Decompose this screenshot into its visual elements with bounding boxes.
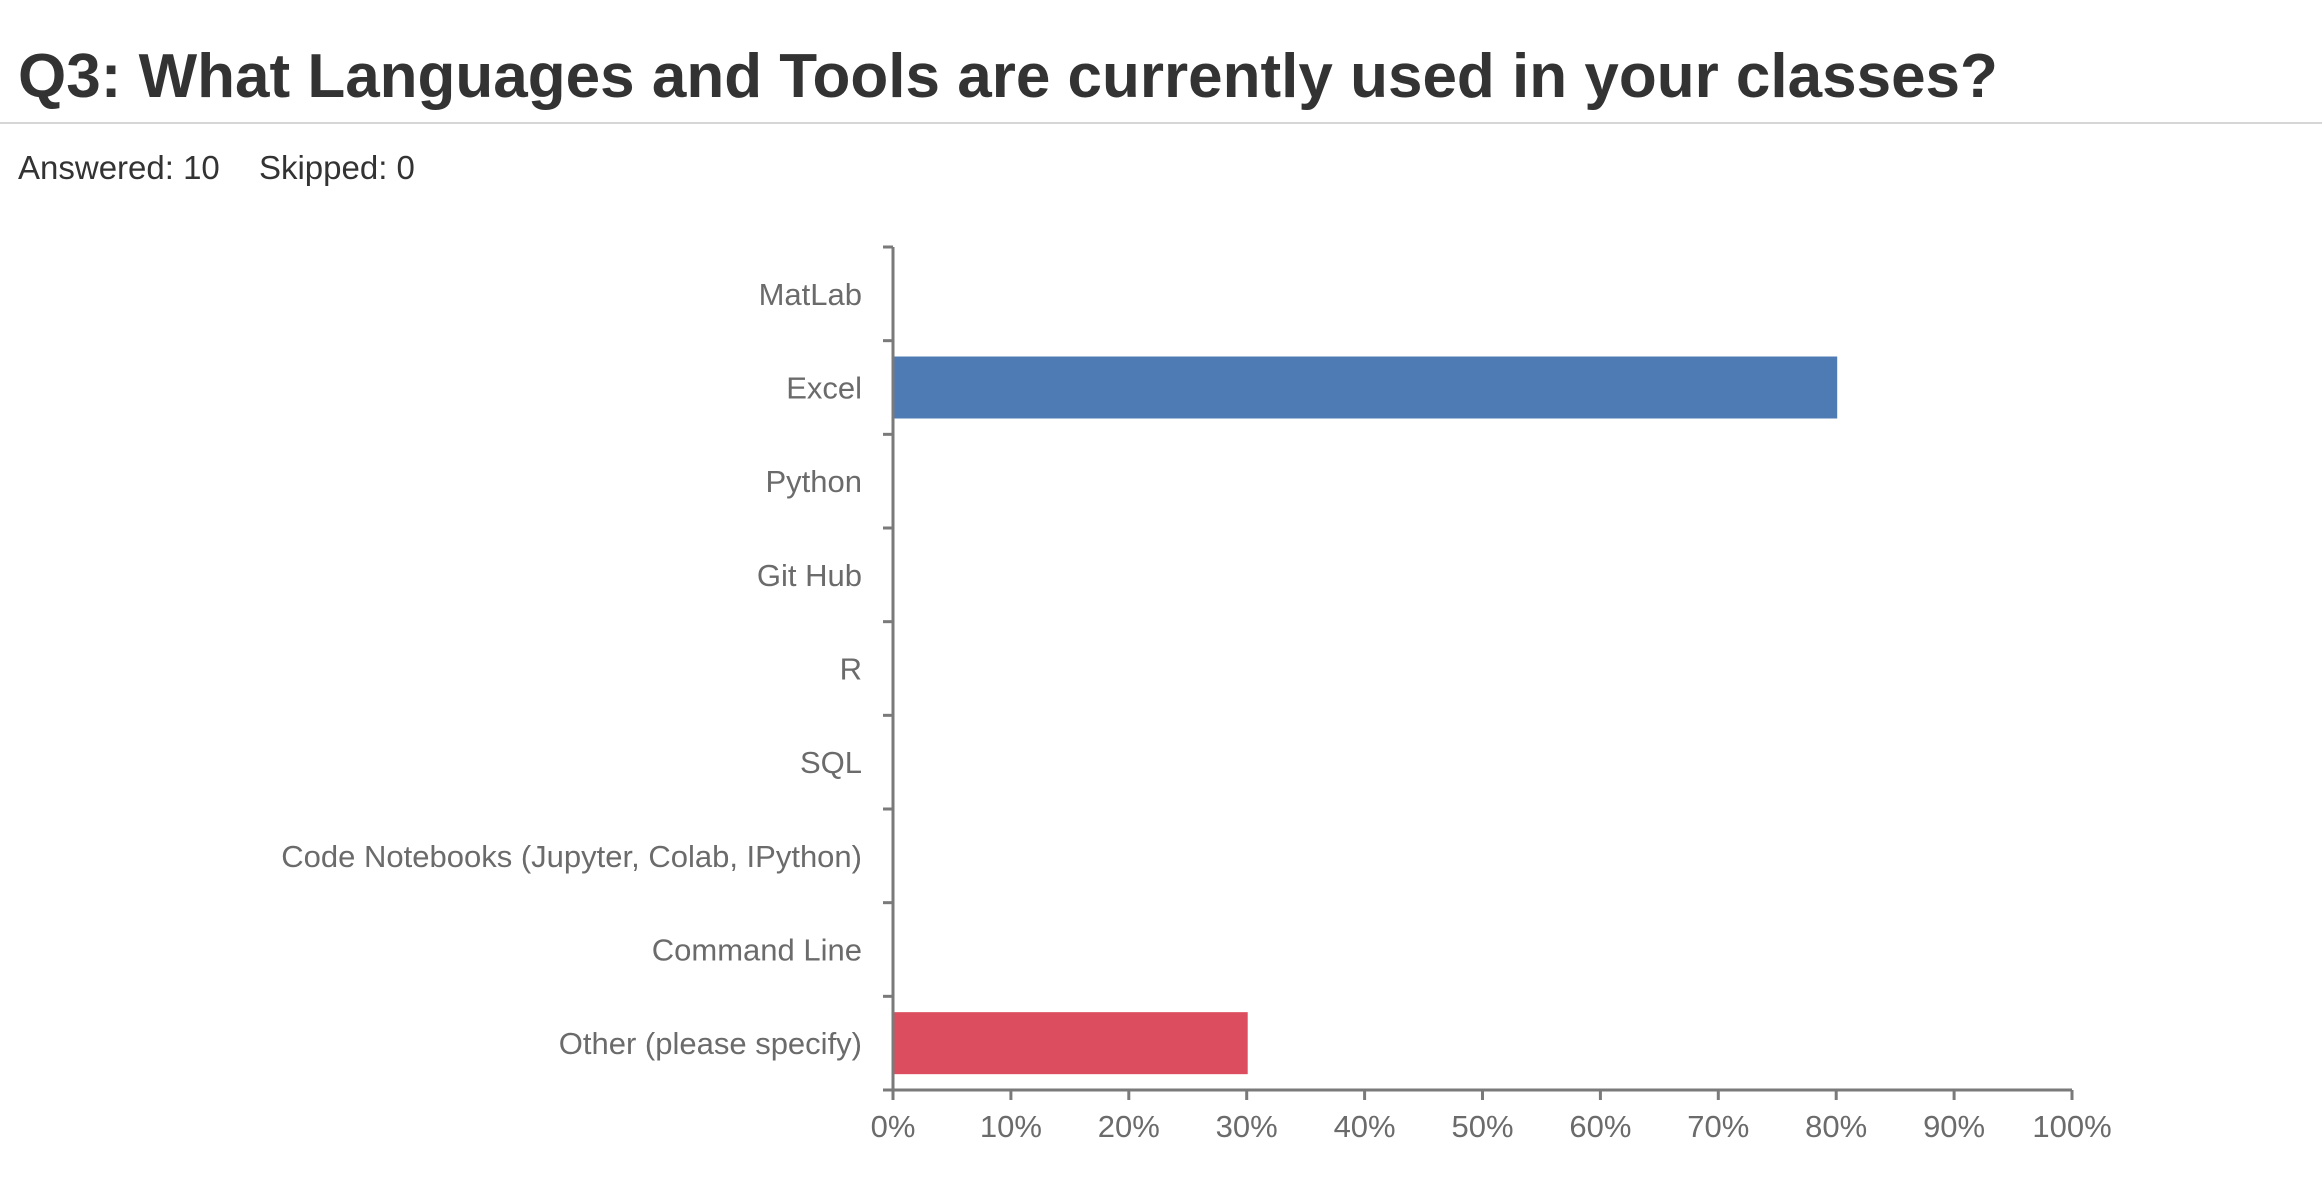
category-label: Git Hub: [757, 558, 862, 593]
bar-1: [894, 356, 1838, 419]
x-tick-label: 10%: [980, 1109, 1042, 1144]
skipped-count: Skipped: 0: [258, 149, 415, 186]
category-label: Excel: [786, 371, 862, 406]
response-stats: Answered: 10 Skipped: 0: [18, 146, 445, 190]
title-divider: [0, 122, 2322, 124]
bars-group: [894, 356, 1838, 1075]
x-tick-label: 30%: [1216, 1109, 1278, 1144]
answered-count: Answered: 10: [18, 149, 220, 186]
labels-group: 0% 10% 20% 30% 40% 50% 60% 70% 80% 90% 100% MatLab E…: [281, 277, 2111, 1144]
x-tick-label: 100%: [2032, 1109, 2111, 1144]
question-title: Q3: What Languages and Tools are current…: [18, 42, 1998, 111]
category-label: Python: [765, 464, 862, 499]
x-tick-label: 60%: [1569, 1109, 1631, 1144]
category-label: Other (please specify): [559, 1026, 862, 1061]
x-tick-label: 90%: [1923, 1109, 1985, 1144]
x-tick-label: 20%: [1098, 1109, 1160, 1144]
category-label: R: [840, 652, 862, 687]
category-label: SQL: [800, 745, 862, 780]
x-tick-label: 70%: [1687, 1109, 1749, 1144]
bar-8: [894, 1012, 1248, 1075]
x-tick-label: 50%: [1451, 1109, 1513, 1144]
x-tick-label: 40%: [1334, 1109, 1396, 1144]
category-label: Command Line: [652, 933, 862, 968]
x-tick-label: 80%: [1805, 1109, 1867, 1144]
category-label: MatLab: [759, 277, 862, 312]
x-tick-label: 0%: [871, 1109, 916, 1144]
axes-group: [883, 245, 2074, 1100]
category-label: Code Notebooks (Jupyter, Colab, IPython): [281, 839, 862, 874]
